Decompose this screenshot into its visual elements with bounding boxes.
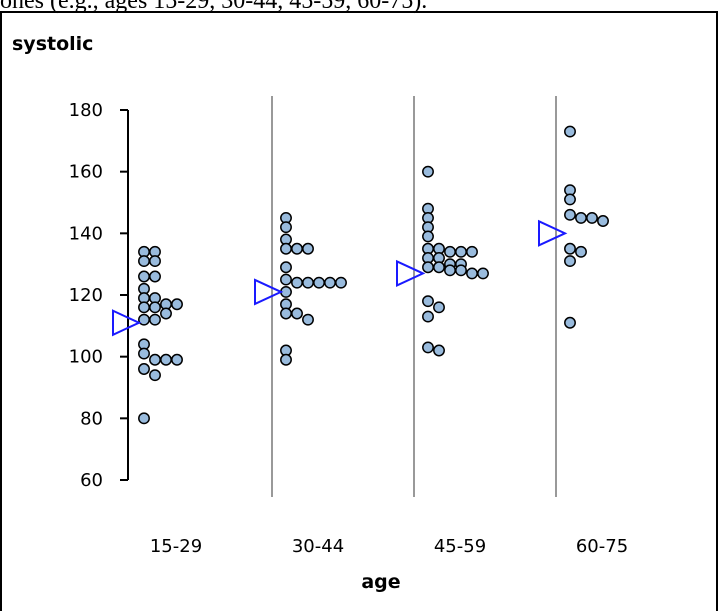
data-point — [149, 353, 161, 366]
data-point — [149, 270, 161, 283]
y-axis-title: systolic — [12, 33, 93, 55]
data-point — [564, 255, 576, 268]
data-point — [564, 193, 576, 206]
data-point — [433, 301, 445, 314]
data-point — [455, 264, 467, 277]
data-point — [455, 245, 467, 258]
caption-text: ones (e.g., ages 15-29, 30-44, 45-59, 60… — [0, 0, 428, 14]
data-point — [280, 242, 292, 255]
data-point — [586, 211, 598, 224]
data-point — [575, 245, 587, 258]
category-labels: 15-29 30-44 45-59 60-75 — [150, 536, 628, 557]
data-point — [138, 270, 150, 283]
data-point — [280, 353, 292, 366]
mean-marker — [254, 278, 284, 306]
y-tick-label: 120 — [69, 285, 103, 306]
data-point — [280, 307, 292, 320]
data-point — [433, 261, 445, 274]
data-point — [291, 276, 303, 289]
data-point — [302, 313, 314, 326]
data-point — [280, 273, 292, 286]
y-tick-label: 140 — [69, 223, 103, 244]
data-point — [160, 307, 172, 320]
data-point — [280, 221, 292, 234]
data-point — [466, 245, 478, 258]
data-point — [149, 301, 161, 314]
data-point — [291, 242, 303, 255]
data-point — [138, 255, 150, 268]
mean-markers — [112, 219, 568, 337]
data-points — [138, 125, 609, 425]
data-point — [335, 276, 347, 289]
data-point — [444, 245, 456, 258]
data-point — [138, 313, 150, 326]
data-point — [422, 230, 434, 243]
data-point — [477, 267, 489, 280]
data-point — [422, 295, 434, 308]
y-tick-label: 80 — [80, 408, 103, 429]
data-point — [149, 313, 161, 326]
data-point — [302, 242, 314, 255]
chart-frame — [0, 11, 718, 611]
group-dividers — [271, 96, 557, 497]
y-tick-label: 160 — [69, 162, 103, 183]
category-label: 45-59 — [434, 536, 486, 557]
data-point — [324, 276, 336, 289]
data-point — [171, 353, 183, 366]
data-point — [433, 344, 445, 357]
data-point — [138, 301, 150, 314]
data-point — [138, 412, 150, 425]
data-point — [291, 307, 303, 320]
data-point — [149, 255, 161, 268]
data-point — [422, 310, 434, 323]
data-point — [313, 276, 325, 289]
data-point — [138, 347, 150, 360]
data-point — [138, 363, 150, 375]
data-point — [171, 298, 183, 311]
y-tick-label: 60 — [80, 470, 103, 491]
data-point — [422, 261, 434, 274]
mean-marker — [112, 309, 142, 337]
x-axis-title: age — [361, 571, 400, 593]
data-point — [564, 125, 576, 138]
mean-marker — [538, 219, 568, 247]
data-point — [564, 242, 576, 255]
category-label: 30-44 — [292, 536, 344, 557]
data-point — [160, 353, 172, 366]
data-point — [422, 341, 434, 354]
mean-marker — [396, 259, 426, 287]
data-point — [444, 264, 456, 277]
data-point — [597, 215, 609, 227]
data-point — [564, 208, 576, 221]
category-label: 15-29 — [150, 536, 202, 557]
category-label: 60-75 — [576, 536, 628, 557]
y-axis: 60 80 100 120 140 160 180 — [69, 100, 129, 491]
data-point — [280, 261, 292, 274]
data-point — [564, 316, 576, 329]
data-point — [575, 211, 587, 224]
y-tick-label: 100 — [69, 347, 103, 368]
data-point — [422, 165, 434, 178]
y-tick-label: 180 — [69, 100, 103, 121]
data-point — [466, 267, 478, 280]
data-point — [302, 276, 314, 289]
data-point — [149, 369, 161, 382]
